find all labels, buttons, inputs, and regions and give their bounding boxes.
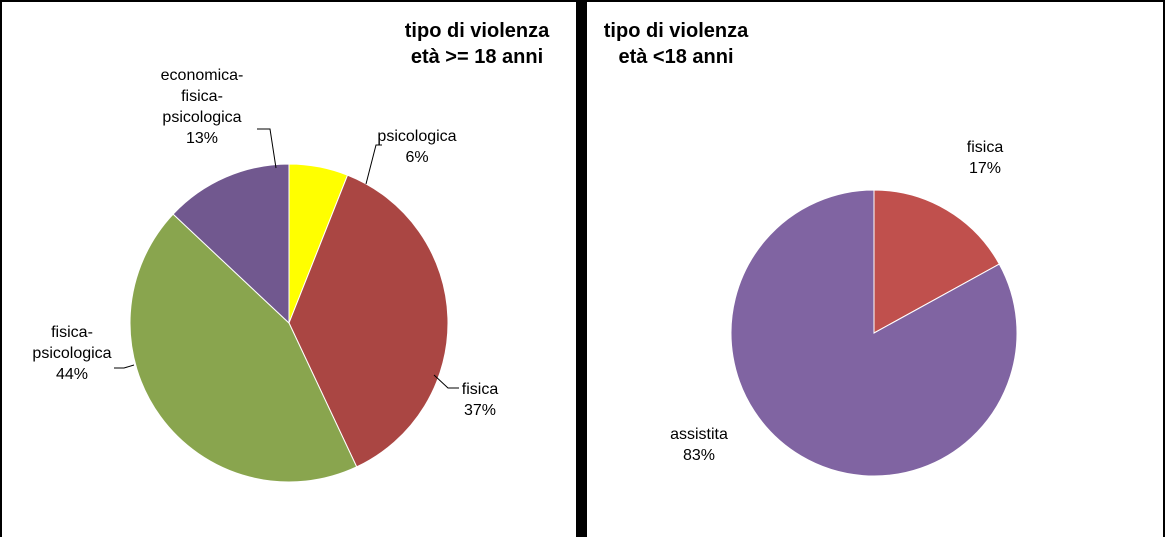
- slice-name: fisica-: [181, 88, 223, 105]
- slice-percent: 37%: [464, 402, 496, 419]
- slice-name: psicologica: [32, 345, 111, 362]
- label-leader-line: [257, 128, 277, 169]
- chart-panel-minors: tipo di violenza età <18 anni fisica 17% a…: [587, 2, 1163, 537]
- pie-slice: [288, 174, 449, 468]
- pie-chart-adults: psicologica 6% fisica 37% fisica-psicologica…: [32, 67, 499, 483]
- slice-percent: 6%: [405, 149, 428, 166]
- pie-slice: [172, 163, 290, 325]
- slice-percent: 83%: [683, 447, 715, 464]
- slice-label: economica-fisica-psicologica 13%: [161, 67, 244, 147]
- pie-slice: [730, 189, 1018, 477]
- slice-name: fisica-: [51, 324, 93, 341]
- chart-title-line: tipo di violenza: [603, 20, 749, 42]
- slice-name: economica-: [161, 67, 244, 84]
- pie-slice: [129, 213, 358, 483]
- slice-name: psicologica: [162, 109, 241, 126]
- chart-title-line: tipo di violenza: [404, 20, 550, 42]
- chart-title-minors: tipo di violenza età <18 anni: [591, 18, 761, 70]
- slice-label: fisica 17%: [967, 139, 1004, 177]
- chart-title-line: età <18 anni: [618, 46, 734, 68]
- slice-percent: 13%: [186, 130, 218, 147]
- pie-chart-minors: fisica 17% assistita 83%: [670, 139, 1018, 477]
- slice-label: fisica-psicologica 44%: [32, 324, 111, 383]
- label-leader-line: [433, 374, 459, 389]
- slice-name: fisica: [462, 381, 499, 398]
- chart-title-line: età >= 18 anni: [410, 46, 544, 68]
- slice-label: psicologica 6%: [377, 128, 456, 166]
- label-leader-line: [114, 364, 135, 369]
- chart-panel-adults: tipo di violenza età >= 18 anni psicolog…: [2, 2, 576, 537]
- slice-name: fisica: [967, 139, 1004, 156]
- slice-percent: 17%: [969, 160, 1001, 177]
- slice-label: fisica 37%: [462, 381, 499, 419]
- slice-name: psicologica: [377, 128, 456, 145]
- chart-title-adults: tipo di violenza età >= 18 anni: [382, 18, 572, 70]
- slice-name: assistita: [670, 426, 728, 443]
- label-leader-line: [365, 144, 382, 185]
- slice-percent: 44%: [56, 366, 88, 383]
- slice-label: assistita 83%: [670, 426, 728, 464]
- pie-slice: [873, 189, 1000, 334]
